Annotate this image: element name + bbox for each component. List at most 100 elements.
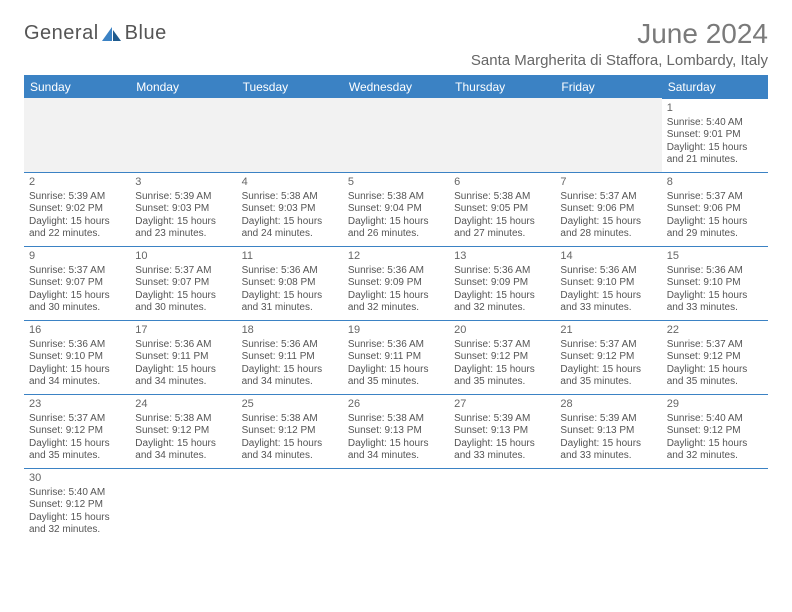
calendar-cell: 19Sunrise: 5:36 AMSunset: 9:11 PMDayligh… bbox=[343, 320, 449, 394]
day-info-line: and 28 minutes. bbox=[560, 228, 656, 241]
day-info-line: and 23 minutes. bbox=[135, 228, 231, 241]
calendar-cell: 7Sunrise: 5:37 AMSunset: 9:06 PMDaylight… bbox=[555, 172, 661, 246]
day-info-line: and 26 minutes. bbox=[348, 228, 444, 241]
day-info-line: Daylight: 15 hours bbox=[348, 364, 444, 377]
calendar-cell-blank bbox=[237, 468, 343, 542]
day-info-line: Sunset: 9:07 PM bbox=[135, 277, 231, 290]
day-info-line: Sunrise: 5:37 AM bbox=[667, 191, 763, 204]
day-info-line: Sunset: 9:10 PM bbox=[560, 277, 656, 290]
day-info-line: Sunrise: 5:40 AM bbox=[667, 117, 763, 130]
day-number: 3 bbox=[135, 176, 231, 190]
calendar-cell-blank bbox=[449, 98, 555, 172]
day-info-line: Daylight: 15 hours bbox=[667, 216, 763, 229]
day-info-line: Sunrise: 5:36 AM bbox=[454, 265, 550, 278]
calendar-cell: 16Sunrise: 5:36 AMSunset: 9:10 PMDayligh… bbox=[24, 320, 130, 394]
day-info-line: Sunset: 9:08 PM bbox=[242, 277, 338, 290]
day-info-line: Sunset: 9:12 PM bbox=[667, 425, 763, 438]
day-info-line: Sunset: 9:12 PM bbox=[242, 425, 338, 438]
day-info-line: and 34 minutes. bbox=[135, 376, 231, 389]
day-info-line: Sunset: 9:12 PM bbox=[29, 425, 125, 438]
day-info-line: Sunrise: 5:36 AM bbox=[348, 339, 444, 352]
day-info-line: Daylight: 15 hours bbox=[454, 216, 550, 229]
day-number: 27 bbox=[454, 398, 550, 412]
day-info-line: Sunrise: 5:39 AM bbox=[29, 191, 125, 204]
calendar-cell: 21Sunrise: 5:37 AMSunset: 9:12 PMDayligh… bbox=[555, 320, 661, 394]
day-number: 16 bbox=[29, 324, 125, 338]
day-info-line: and 30 minutes. bbox=[29, 302, 125, 315]
logo-word2: Blue bbox=[125, 22, 167, 45]
day-info-line: Daylight: 15 hours bbox=[454, 438, 550, 451]
day-number: 22 bbox=[667, 324, 763, 338]
day-info-line: Sunrise: 5:38 AM bbox=[348, 191, 444, 204]
calendar-cell-blank bbox=[449, 468, 555, 542]
day-info-line: Sunset: 9:09 PM bbox=[348, 277, 444, 290]
day-info-line: Sunrise: 5:38 AM bbox=[454, 191, 550, 204]
day-info-line: Sunset: 9:03 PM bbox=[242, 203, 338, 216]
day-number: 26 bbox=[348, 398, 444, 412]
day-info-line: Sunset: 9:11 PM bbox=[242, 351, 338, 364]
day-number: 4 bbox=[242, 176, 338, 190]
calendar-cell: 15Sunrise: 5:36 AMSunset: 9:10 PMDayligh… bbox=[662, 246, 768, 320]
day-info-line: Daylight: 15 hours bbox=[454, 290, 550, 303]
day-info-line: Sunrise: 5:37 AM bbox=[454, 339, 550, 352]
day-number: 10 bbox=[135, 250, 231, 264]
logo-sail-icon bbox=[101, 25, 123, 43]
day-info-line: and 35 minutes. bbox=[454, 376, 550, 389]
day-info-line: Sunset: 9:10 PM bbox=[29, 351, 125, 364]
calendar-cell-blank bbox=[24, 98, 130, 172]
day-info-line: and 34 minutes. bbox=[135, 450, 231, 463]
day-info-line: and 34 minutes. bbox=[242, 376, 338, 389]
day-info-line: Sunset: 9:11 PM bbox=[348, 351, 444, 364]
day-info-line: Sunset: 9:04 PM bbox=[348, 203, 444, 216]
day-info-line: and 27 minutes. bbox=[454, 228, 550, 241]
day-info-line: Sunset: 9:07 PM bbox=[29, 277, 125, 290]
day-info-line: Daylight: 15 hours bbox=[29, 512, 125, 525]
calendar-cell: 23Sunrise: 5:37 AMSunset: 9:12 PMDayligh… bbox=[24, 394, 130, 468]
calendar-cell: 8Sunrise: 5:37 AMSunset: 9:06 PMDaylight… bbox=[662, 172, 768, 246]
day-info-line: Sunset: 9:11 PM bbox=[135, 351, 231, 364]
day-info-line: Sunrise: 5:40 AM bbox=[29, 487, 125, 500]
day-info-line: and 35 minutes. bbox=[348, 376, 444, 389]
calendar-cell: 6Sunrise: 5:38 AMSunset: 9:05 PMDaylight… bbox=[449, 172, 555, 246]
day-info-line: and 33 minutes. bbox=[667, 302, 763, 315]
calendar-cell: 4Sunrise: 5:38 AMSunset: 9:03 PMDaylight… bbox=[237, 172, 343, 246]
day-info-line: Sunset: 9:05 PM bbox=[454, 203, 550, 216]
day-info-line: Daylight: 15 hours bbox=[348, 438, 444, 451]
day-info-line: Daylight: 15 hours bbox=[667, 142, 763, 155]
logo-word1: General bbox=[24, 22, 99, 45]
day-info-line: Daylight: 15 hours bbox=[242, 364, 338, 377]
calendar-cell: 28Sunrise: 5:39 AMSunset: 9:13 PMDayligh… bbox=[555, 394, 661, 468]
calendar-cell: 2Sunrise: 5:39 AMSunset: 9:02 PMDaylight… bbox=[24, 172, 130, 246]
day-info-line: Sunset: 9:13 PM bbox=[348, 425, 444, 438]
day-number: 7 bbox=[560, 176, 656, 190]
day-info-line: Daylight: 15 hours bbox=[29, 438, 125, 451]
day-info-line: and 32 minutes. bbox=[454, 302, 550, 315]
day-info-line: Daylight: 15 hours bbox=[454, 364, 550, 377]
day-number: 2 bbox=[29, 176, 125, 190]
day-header: Saturday bbox=[662, 75, 768, 98]
day-info-line: Sunrise: 5:38 AM bbox=[135, 413, 231, 426]
day-info-line: Sunset: 9:12 PM bbox=[667, 351, 763, 364]
day-info-line: Daylight: 15 hours bbox=[560, 438, 656, 451]
calendar-cell: 25Sunrise: 5:38 AMSunset: 9:12 PMDayligh… bbox=[237, 394, 343, 468]
calendar-cell: 5Sunrise: 5:38 AMSunset: 9:04 PMDaylight… bbox=[343, 172, 449, 246]
day-number: 8 bbox=[667, 176, 763, 190]
day-info-line: and 30 minutes. bbox=[135, 302, 231, 315]
calendar-cell: 1Sunrise: 5:40 AMSunset: 9:01 PMDaylight… bbox=[662, 98, 768, 172]
day-info-line: and 32 minutes. bbox=[348, 302, 444, 315]
day-number: 21 bbox=[560, 324, 656, 338]
calendar-cell-blank bbox=[237, 98, 343, 172]
day-info-line: Daylight: 15 hours bbox=[560, 364, 656, 377]
day-info-line: and 32 minutes. bbox=[667, 450, 763, 463]
day-info-line: Daylight: 15 hours bbox=[667, 364, 763, 377]
day-info-line: and 34 minutes. bbox=[29, 376, 125, 389]
location-text: Santa Margherita di Staffora, Lombardy, … bbox=[471, 52, 768, 69]
day-info-line: Sunrise: 5:36 AM bbox=[667, 265, 763, 278]
calendar-cell: 14Sunrise: 5:36 AMSunset: 9:10 PMDayligh… bbox=[555, 246, 661, 320]
day-info-line: Sunrise: 5:36 AM bbox=[135, 339, 231, 352]
day-number: 6 bbox=[454, 176, 550, 190]
day-info-line: and 33 minutes. bbox=[560, 302, 656, 315]
day-info-line: Sunrise: 5:39 AM bbox=[454, 413, 550, 426]
calendar-cell: 18Sunrise: 5:36 AMSunset: 9:11 PMDayligh… bbox=[237, 320, 343, 394]
day-info-line: Sunrise: 5:37 AM bbox=[135, 265, 231, 278]
